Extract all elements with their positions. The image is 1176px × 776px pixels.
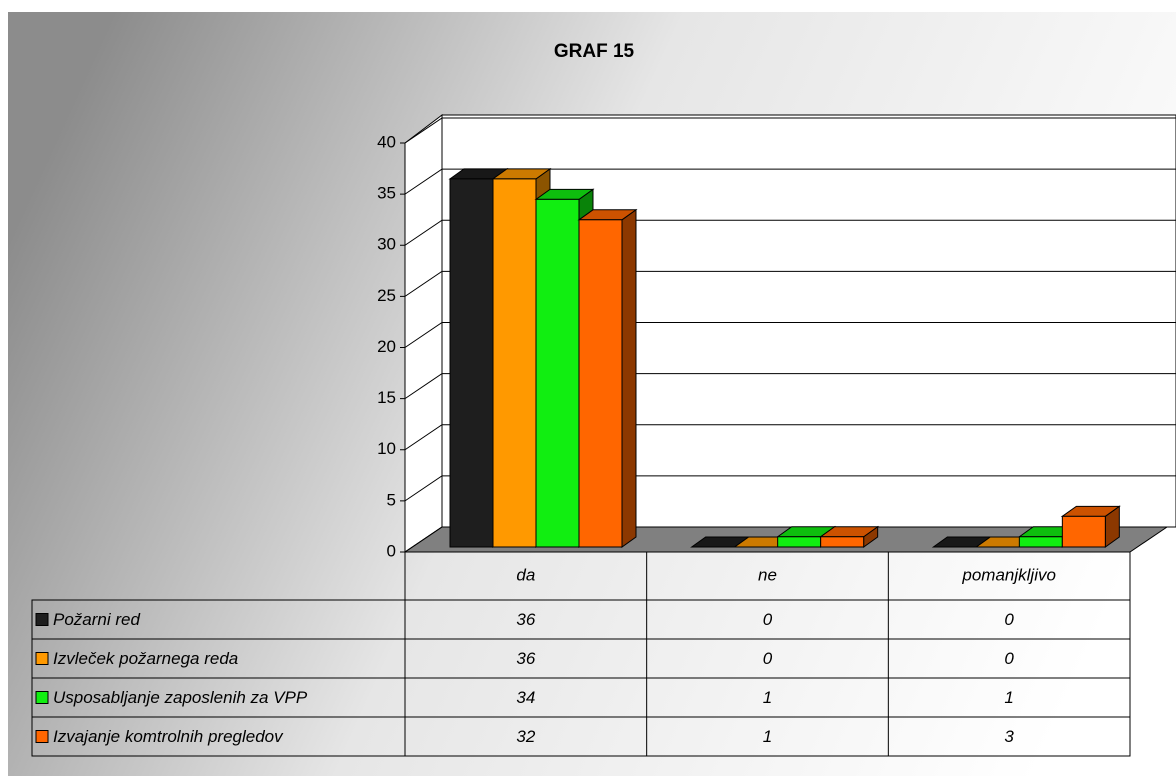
table-value: 0	[1004, 649, 1014, 668]
bar	[1061, 515, 1106, 548]
legend-key	[35, 730, 49, 743]
table-value: 36	[516, 610, 535, 629]
grid-line	[404, 322, 1176, 348]
legend-key	[35, 691, 49, 704]
y-tick-label: 10	[377, 439, 396, 458]
y-tick-label: 5	[387, 490, 396, 509]
table-value: 0	[1004, 610, 1014, 629]
bar-side	[621, 208, 637, 548]
bar	[492, 178, 537, 548]
bar	[777, 536, 822, 548]
grid-line	[404, 168, 1176, 195]
grid-line	[404, 117, 1176, 144]
grid-line	[404, 526, 1176, 553]
table-value: 1	[763, 688, 772, 707]
grid-line	[404, 373, 1176, 400]
grid-line	[404, 424, 1176, 451]
table-value: 1	[763, 727, 772, 746]
y-tick-label: 0	[387, 541, 396, 560]
chart-title: GRAF 15	[554, 41, 635, 62]
bar	[449, 178, 494, 548]
legend-label: Požarni red	[53, 610, 140, 629]
bar	[535, 198, 580, 548]
y-tick-label: 40	[377, 132, 396, 151]
y-tick-label: 15	[377, 388, 396, 407]
grid-line	[404, 270, 1176, 297]
table-value: 36	[516, 649, 535, 668]
y-tick-label: 20	[377, 337, 396, 356]
table-value: 32	[516, 727, 535, 746]
table-value: 3	[1004, 727, 1014, 746]
grid-line	[404, 475, 1176, 502]
y-tick-label: 25	[377, 286, 396, 305]
bar	[1018, 536, 1063, 548]
bar	[820, 536, 865, 548]
bar	[578, 219, 623, 548]
table-value: 1	[1004, 688, 1013, 707]
table-value: 0	[763, 610, 773, 629]
x-tick-label: ne	[758, 565, 777, 584]
grid-line	[404, 219, 1176, 246]
legend-label: Izvajanje komtrolnih pregledov	[53, 727, 284, 746]
x-tick-label: pomanjkljivo	[961, 565, 1056, 584]
legend-label: Usposabljanje zaposlenih za VPP	[53, 688, 308, 707]
side-wall	[404, 113, 443, 553]
y-tick-label: 30	[377, 235, 396, 254]
y-tick-label: 35	[377, 184, 396, 203]
legend-key	[35, 652, 49, 665]
x-tick-label: da	[516, 565, 535, 584]
legend-label: Izvleček požarnega reda	[53, 649, 238, 668]
legend-key	[35, 613, 49, 626]
table-value: 0	[763, 649, 773, 668]
table-value: 34	[516, 688, 535, 707]
